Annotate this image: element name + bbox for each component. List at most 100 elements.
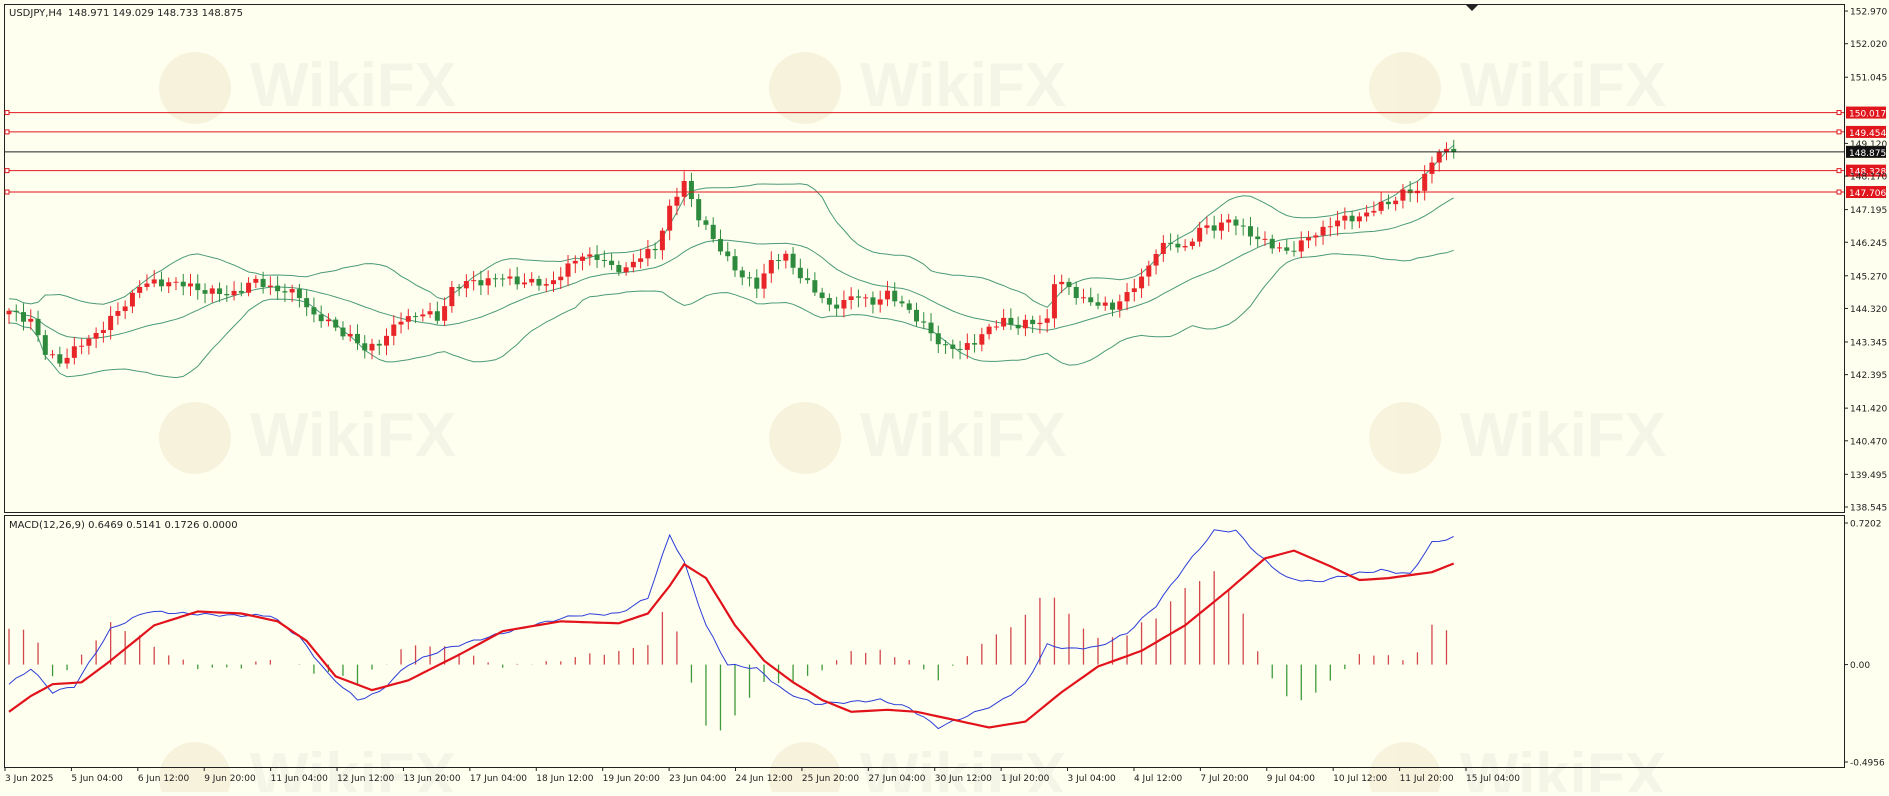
candle: [761, 273, 767, 289]
watermark-text: WikiFX: [1460, 51, 1666, 120]
candle: [369, 343, 375, 351]
candle: [173, 281, 179, 283]
candle: [275, 285, 281, 292]
candle: [500, 278, 506, 280]
candle: [870, 297, 876, 305]
candle: [1088, 297, 1094, 303]
time-tick-label: 4 Jul 12:00: [1134, 774, 1183, 784]
candle: [1189, 241, 1195, 247]
candle: [1080, 297, 1086, 299]
main-panel-frame: [4, 4, 1845, 513]
candle: [289, 289, 295, 293]
candle: [137, 286, 143, 293]
candle: [841, 300, 847, 309]
candle: [957, 348, 963, 350]
candle: [224, 293, 230, 296]
candle: [100, 330, 106, 333]
price-tick-label: 151.045: [1850, 74, 1887, 84]
candle: [217, 288, 223, 294]
candle: [1146, 265, 1152, 277]
candle: [151, 279, 157, 284]
macd-axis: 0.7202 0.00 -0.4956: [1844, 520, 1885, 769]
time-tick-label: 9 Jul 04:00: [1267, 774, 1316, 784]
macd-histogram: [8, 571, 1448, 731]
candle: [899, 301, 905, 304]
candle: [1349, 215, 1355, 222]
watermark-text: WikiFX: [250, 741, 456, 792]
candle: [826, 298, 832, 305]
candle: [972, 343, 978, 345]
candle: [623, 267, 629, 273]
watermark-text: WikiFX: [1460, 401, 1666, 470]
candle: [6, 310, 12, 315]
candle: [71, 346, 77, 358]
candle: [645, 248, 651, 259]
candle: [1117, 301, 1123, 310]
price-tick-label: 141.420: [1850, 405, 1887, 415]
candle: [492, 278, 498, 280]
candle: [609, 260, 615, 265]
candle: [1211, 225, 1217, 231]
candle: [1429, 162, 1435, 174]
candle: [333, 319, 339, 328]
candle: [1015, 324, 1021, 329]
candle: [710, 224, 716, 239]
candle: [1044, 318, 1050, 323]
candle: [158, 279, 164, 287]
watermark-text: WikiFX: [860, 51, 1066, 120]
level-anchor-right: [1836, 129, 1842, 135]
candle: [928, 322, 934, 334]
candle: [434, 311, 440, 321]
candle: [1059, 281, 1065, 285]
candle: [50, 354, 56, 356]
time-tick-label: 6 Jun 12:00: [138, 774, 190, 784]
candle: [587, 254, 593, 257]
candle: [1197, 227, 1203, 242]
shift-marker-icon[interactable]: [1466, 5, 1478, 11]
candle: [1051, 284, 1057, 319]
candle: [246, 282, 252, 293]
candle: [442, 306, 448, 321]
candle: [674, 196, 680, 206]
candle: [688, 180, 694, 200]
candle: [1022, 319, 1028, 329]
level-anchor-right: [1836, 189, 1842, 195]
candle: [1160, 242, 1166, 254]
candle: [964, 343, 970, 350]
candle: [1269, 238, 1275, 249]
price-tick-label: 152.970: [1850, 8, 1887, 18]
price-tick-label: 149.120: [1850, 140, 1887, 150]
bollinger-lower: [8, 249, 1454, 379]
candle: [209, 288, 215, 294]
candle: [1182, 246, 1188, 248]
candle: [667, 205, 673, 231]
candle: [638, 258, 644, 262]
candle: [892, 290, 898, 302]
price-tick-label: 138.545: [1850, 504, 1887, 514]
level-label: 149.454: [1849, 129, 1886, 139]
candle: [1153, 253, 1159, 266]
candle: [144, 283, 150, 287]
watermark-logo-icon: [769, 402, 841, 474]
candle: [543, 284, 549, 286]
candle: [1364, 212, 1370, 217]
candle: [863, 297, 869, 299]
candle: [1095, 302, 1101, 306]
price-tick-label: 146.245: [1850, 239, 1887, 249]
candle: [108, 315, 114, 331]
candle: [1204, 225, 1210, 228]
time-tick-label: 11 Jul 20:00: [1400, 774, 1454, 784]
level-anchor-left: [4, 110, 10, 116]
time-tick-label: 18 Jun 12:00: [536, 774, 593, 784]
price-tick-label: 143.345: [1850, 338, 1887, 348]
macd-tick-label: 0.7202: [1850, 520, 1882, 530]
candle: [914, 309, 919, 322]
price-tick-label: 144.320: [1850, 305, 1887, 315]
candle: [921, 321, 927, 323]
candle: [703, 220, 709, 225]
candle: [391, 324, 397, 336]
macd-tick-label: -0.4956: [1850, 759, 1885, 769]
candle: [485, 278, 491, 286]
candle: [558, 276, 564, 281]
